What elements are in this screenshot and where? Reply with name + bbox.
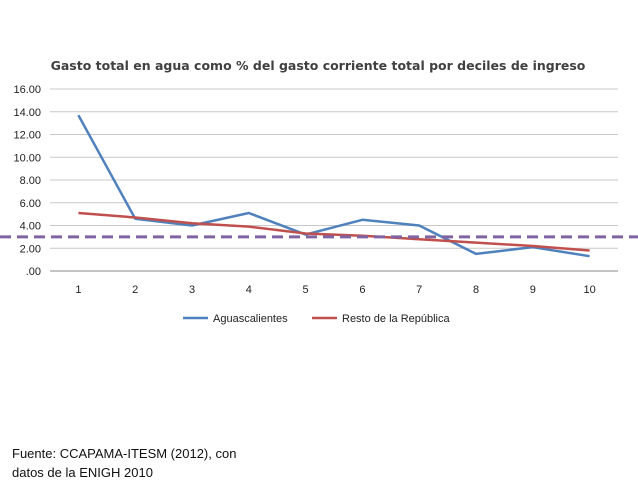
x-tick-label: 2 [132,284,138,296]
x-axis-ticks: 1 2 3 4 5 6 7 8 9 10 [75,284,595,296]
x-tick-label: 3 [189,284,195,296]
y-tick-label: 12.00 [13,130,41,142]
y-tick-label: .00 [26,266,41,278]
source-line-2: datos de la ENIGH 2010 [12,463,236,482]
x-tick-label: 8 [473,284,479,296]
y-tick-label: 16.00 [13,84,41,96]
x-tick-label: 6 [359,284,365,296]
y-tick-label: 4.00 [20,221,41,233]
y-tick-label: 10.00 [13,152,41,164]
x-tick-label: 10 [583,284,595,296]
x-tick-label: 7 [416,284,422,296]
y-tick-label: 14.00 [13,107,41,119]
x-tick-label: 5 [303,284,309,296]
y-tick-label: 2.00 [20,243,41,255]
chart-grid [50,89,618,271]
y-tick-label: 6.00 [20,198,41,210]
chart-legend: Aguascalientes Resto de la República [183,313,451,325]
source-line-1: Fuente: CCAPAMA-ITESM (2012), con [12,444,236,463]
x-tick-label: 4 [246,284,252,296]
legend-label-1: Aguascalientes [213,313,288,325]
y-axis-ticks: 16.00 14.00 12.00 10.00 8.00 6.00 4.00 2.00 .00 [13,84,41,278]
legend-label-2: Resto de la República [342,313,451,325]
x-tick-label: 1 [75,284,81,296]
y-tick-label: 8.00 [20,175,41,187]
chart-series [78,115,589,256]
chart-title: Gasto total en agua como % del gasto cor… [51,58,586,73]
source-note: Fuente: CCAPAMA-ITESM (2012), con datos … [12,444,236,482]
x-tick-label: 9 [530,284,536,296]
series-line-2 [78,213,589,251]
